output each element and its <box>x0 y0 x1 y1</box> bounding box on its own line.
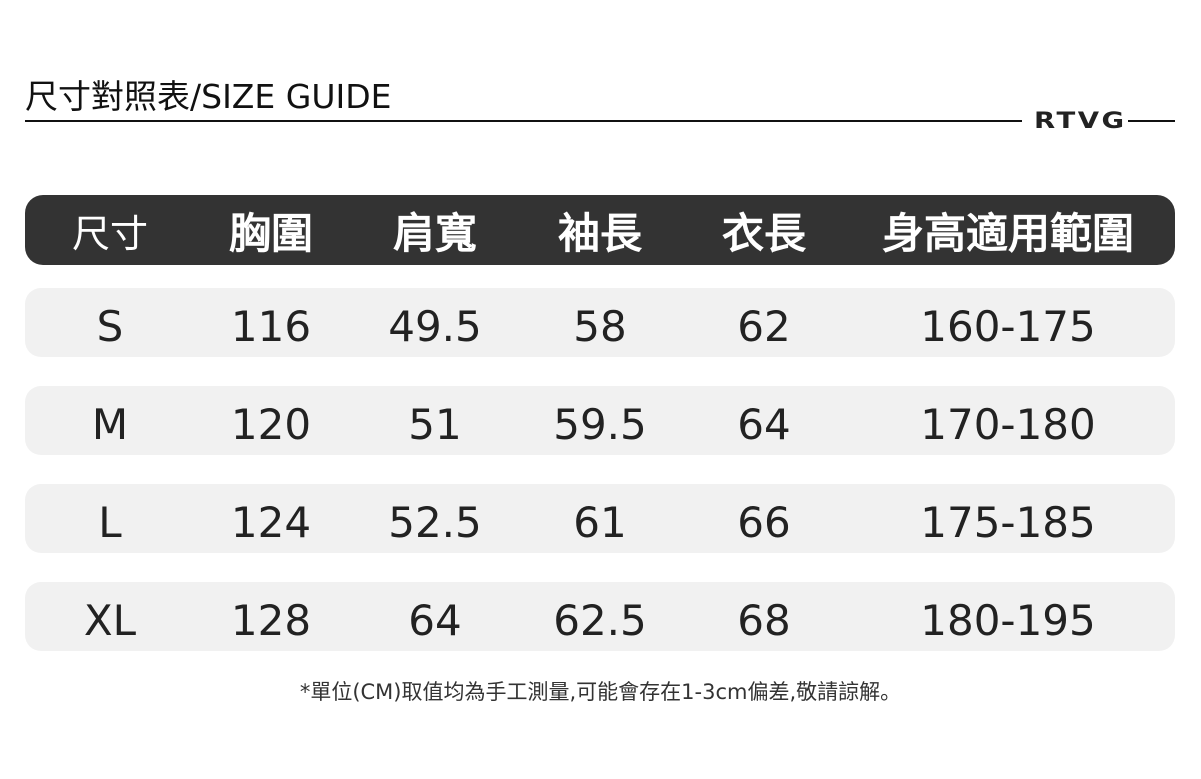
table-cell: 61 <box>573 498 627 547</box>
column-header: 尺寸 <box>71 211 149 256</box>
table-cell: 120 <box>230 400 312 449</box>
table-cell: 68 <box>737 596 791 645</box>
table-cell: 66 <box>737 498 791 547</box>
table-cell: 175-185 <box>920 498 1096 547</box>
column-header: 肩寬 <box>392 208 478 258</box>
table-cell: L <box>98 498 122 547</box>
table-header: 尺寸 胸圍 肩寬 袖長 衣長 身高適用範圍 <box>25 195 1175 265</box>
table-row: M 120 51 59.5 64 170-180 <box>25 386 1175 455</box>
table-cell: 124 <box>230 498 312 547</box>
divider <box>1128 120 1175 122</box>
table-cell: M <box>91 400 129 449</box>
brand-logo: RTVG <box>1034 109 1127 134</box>
table-cell: 64 <box>737 400 791 449</box>
table-row: XL 128 64 62.5 68 180-195 <box>25 582 1175 651</box>
table-cell: 116 <box>230 302 312 351</box>
table-cell: 51 <box>408 400 462 449</box>
table-cell: 52.5 <box>388 498 482 547</box>
table-row: L 124 52.5 61 66 175-185 <box>25 484 1175 553</box>
table-row: S 116 49.5 58 62 160-175 <box>25 288 1175 357</box>
column-header: 胸圍 <box>228 208 314 258</box>
column-header: 袖長 <box>557 208 643 258</box>
divider <box>25 120 1022 122</box>
measurement-note: *單位(CM)取值均為手工測量,可能會存在1-3cm偏差,敬請諒解。 <box>299 680 902 704</box>
table-cell: 59.5 <box>553 400 647 449</box>
table-cell: 62.5 <box>553 596 647 645</box>
column-header: 衣長 <box>721 208 807 258</box>
table-cell: 62 <box>737 302 791 351</box>
table-cell: 64 <box>408 596 462 645</box>
table-cell: 49.5 <box>388 302 482 351</box>
table-cell: S <box>96 302 124 351</box>
table-cell: 170-180 <box>920 400 1096 449</box>
table-cell: 180-195 <box>920 596 1096 645</box>
table-cell: XL <box>83 596 137 645</box>
page-title: 尺寸對照表/SIZE GUIDE <box>25 77 392 116</box>
table-cell: 128 <box>230 596 312 645</box>
table-cell: 58 <box>573 302 627 351</box>
table-cell: 160-175 <box>920 302 1096 351</box>
column-header: 身高適用範圍 <box>881 208 1135 258</box>
